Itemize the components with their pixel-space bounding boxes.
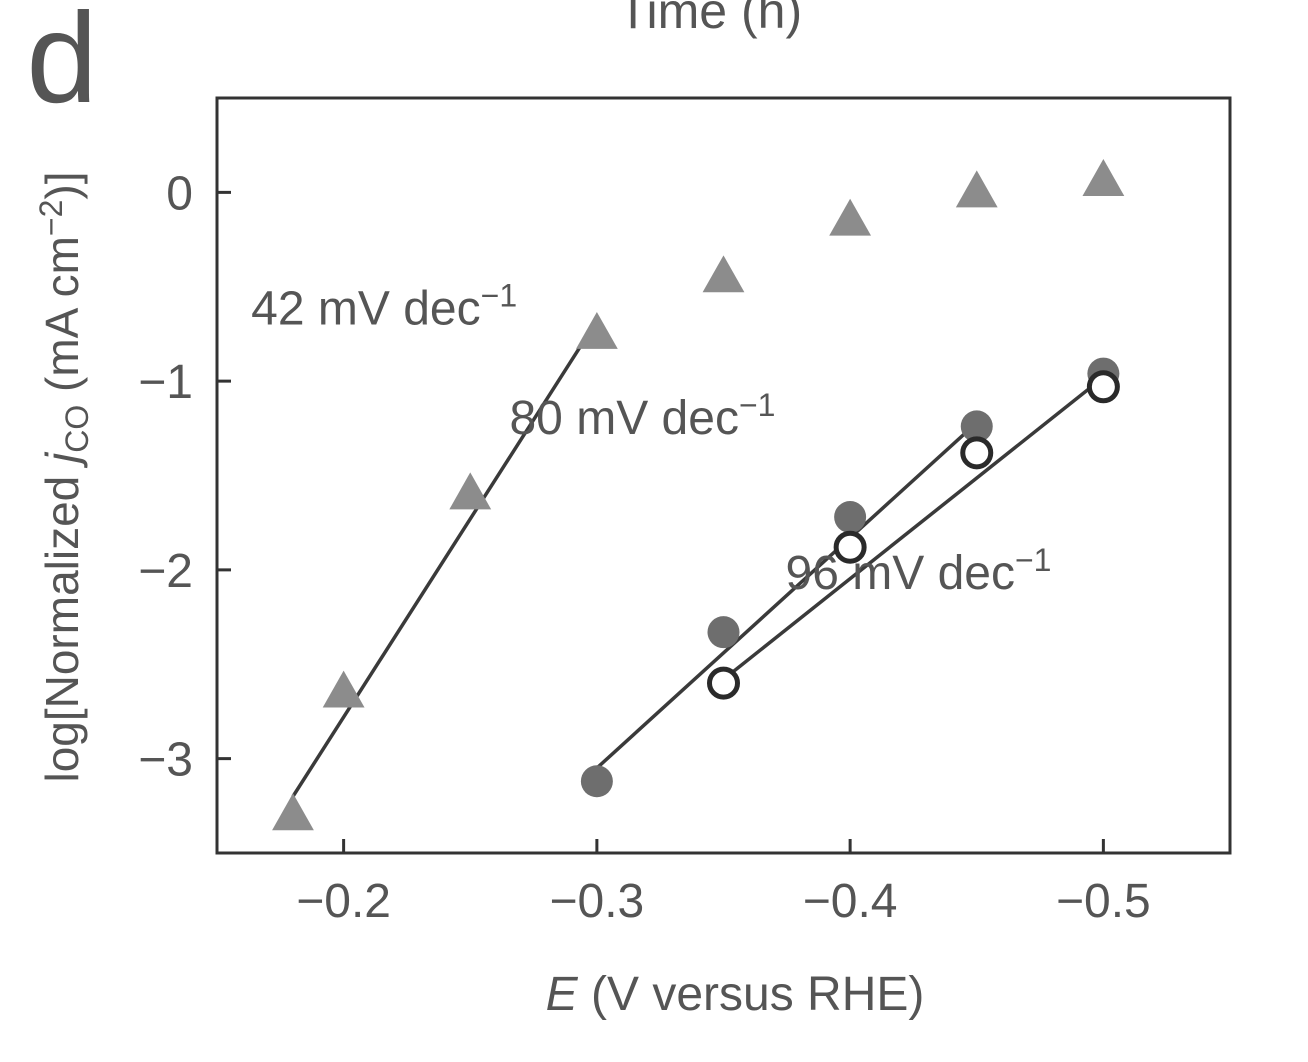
open-circle-point <box>1086 370 1120 404</box>
ticks-group: −0.2 −0.3 −0.4 −0.5 0 −1 −2 −3 <box>138 167 1150 928</box>
x-tick-label: −0.5 <box>1056 875 1151 928</box>
open-circle-point <box>707 666 740 700</box>
filled-circle-point <box>834 501 867 534</box>
triangle-point <box>1082 159 1125 197</box>
slope-annotation: 96 mV dec−1 <box>786 542 1052 600</box>
slope-annotation-sup: −1 <box>481 278 517 314</box>
triangle-point <box>829 198 872 236</box>
filled-circle-point <box>707 616 740 649</box>
y-axis-label-sup: −2 <box>33 200 69 236</box>
fit-lines-group <box>291 319 1105 798</box>
y-axis-label-suffix: )] <box>36 171 88 199</box>
markers-group <box>272 159 1125 831</box>
x-tick-label: −0.4 <box>803 875 898 928</box>
x-axis-label-rest: (V versus RHE) <box>578 968 925 1021</box>
filled-circle-point <box>580 765 613 798</box>
annotations-group: 42 mV dec−180 mV dec−196 mV dec−1 <box>251 278 1051 600</box>
slope-annotation-value: 42 mV dec <box>251 283 480 336</box>
panel-label: d <box>26 0 97 130</box>
x-axis-label: E (V versus RHE) <box>546 968 925 1021</box>
top-cut-axis-label: Time (h) <box>618 0 802 39</box>
y-axis-label-prefix: log[Normalized <box>36 463 88 783</box>
y-axis-label-mid: (mA cm <box>36 236 88 405</box>
triangle-point <box>955 170 998 208</box>
open-circle-point <box>833 530 867 564</box>
y-tick-label: −3 <box>138 734 193 787</box>
x-tick-label: −0.2 <box>296 875 391 928</box>
slope-annotation-value: 80 mV dec <box>509 392 738 445</box>
triangle-point <box>702 255 745 293</box>
fit-line <box>595 421 978 770</box>
triangle-point <box>449 472 492 510</box>
filled-circle-point <box>960 410 993 443</box>
slope-annotation-sup: −1 <box>739 387 775 423</box>
fit-line <box>291 319 599 798</box>
y-tick-label: 0 <box>166 167 193 220</box>
slope-annotation-value: 96 mV dec <box>786 547 1015 600</box>
fit-line <box>722 375 1105 681</box>
slope-annotation: 42 mV dec−1 <box>251 278 517 336</box>
slope-annotation: 80 mV dec−1 <box>509 387 775 445</box>
triangle-point <box>272 793 314 831</box>
y-axis-label: log[Normalized jCO (mA cm−2)] <box>33 171 95 782</box>
plot-frame <box>215 96 1232 855</box>
open-circle-point <box>960 436 994 470</box>
y-axis-label-sub: CO <box>59 405 95 453</box>
triangle-point <box>322 670 365 708</box>
x-tick-label: −0.3 <box>549 875 644 928</box>
x-axis-label-italic: E <box>546 968 579 1021</box>
slope-annotation-sup: −1 <box>1015 542 1051 578</box>
y-tick-label: −2 <box>138 545 193 598</box>
y-tick-label: −1 <box>138 356 193 409</box>
triangle-point <box>575 311 618 349</box>
